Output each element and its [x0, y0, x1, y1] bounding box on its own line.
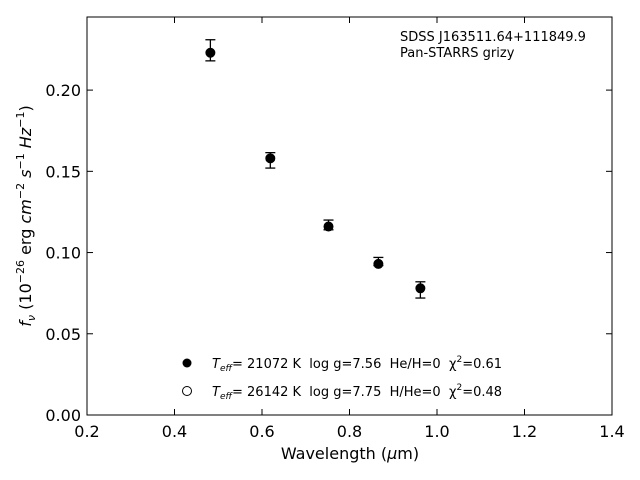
- x-tick-label: 0.6: [249, 422, 274, 441]
- data-points: [205, 39, 426, 299]
- annotation-line2: Pan-STARRS grizy: [400, 46, 515, 61]
- model-filled-point: [415, 283, 425, 293]
- x-tick-label: 1.2: [512, 422, 537, 441]
- axis-ticks: 0.2 0.4 0.6 0.8 1.0 1.2 1.4 0.00 0.05 0.10 0.15 0.2…: [45, 17, 625, 441]
- model-filled-point: [265, 153, 275, 163]
- model-filled-point: [324, 222, 333, 232]
- plot-frame: [86, 16, 613, 416]
- y-tick-label: 0.00: [45, 406, 81, 425]
- annotation-line1: SDSS J163511.64+111849.9: [400, 30, 586, 45]
- y-tick-label: 0.05: [45, 325, 81, 344]
- legend-entry-text: Teff= 26142 K log g=7.75 H/He=0 χ2=0.48: [212, 383, 502, 402]
- x-tick-label: 1.0: [424, 422, 449, 441]
- legend-filled-marker: [182, 358, 192, 368]
- y-axis-label: fν (10−26 erg cm−2 s−1 Hz−1): [14, 105, 38, 326]
- y-tick-label: 0.10: [45, 244, 81, 263]
- legend-entry-text: Teff= 21072 K log g=7.56 He/H=0 χ2=0.61: [212, 355, 502, 374]
- y-tick-label: 0.20: [45, 81, 81, 100]
- model-filled-point: [373, 259, 383, 269]
- x-tick-label: 0.8: [337, 422, 362, 441]
- x-tick-label: 1.4: [599, 422, 624, 441]
- x-axis-label: Wavelength (μm): [281, 444, 419, 463]
- legend: Teff= 21072 K log g=7.56 He/H=0 χ2=0.61 T…: [182, 355, 502, 402]
- x-tick-label: 0.2: [74, 422, 99, 441]
- legend-open-marker: [182, 386, 192, 396]
- model-filled-point: [205, 48, 215, 58]
- y-tick-label: 0.15: [45, 162, 81, 181]
- x-tick-label: 0.4: [162, 422, 187, 441]
